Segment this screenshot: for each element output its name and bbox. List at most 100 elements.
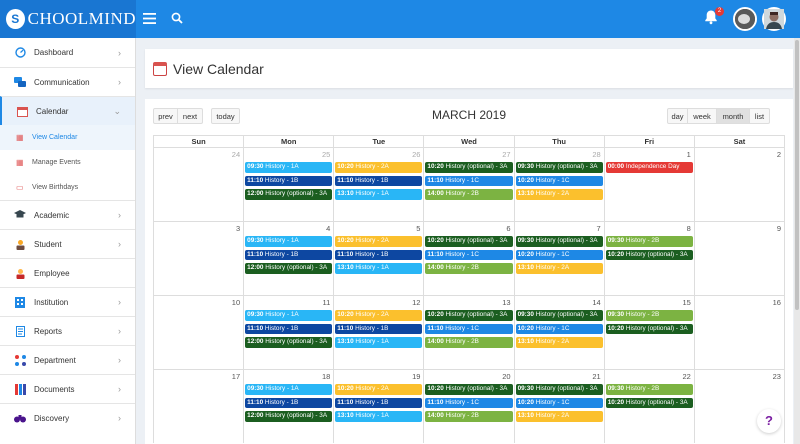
calendar-day-cell[interactable]: 23	[695, 370, 784, 443]
calendar-event[interactable]: 10:20 History - 1C	[515, 175, 603, 186]
calendar-day-cell[interactable]: 6 10:20 History (optional) - 3A 11:10 Hist…	[424, 222, 515, 295]
view-month-button[interactable]: month	[717, 108, 750, 124]
sidebar-item-reports[interactable]: Reports ›	[0, 316, 135, 345]
page-scrollbar[interactable]	[794, 38, 800, 444]
scrollbar-thumb[interactable]	[795, 40, 799, 310]
calendar-day-cell[interactable]: 16	[695, 296, 784, 369]
sidebar-item-documents[interactable]: Documents ›	[0, 374, 135, 403]
day-number[interactable]: 10	[231, 298, 241, 307]
calendar-event[interactable]: 10:20 History - 1C	[515, 397, 603, 408]
calendar-event[interactable]: 09:30 History (optional) - 3A	[515, 310, 603, 321]
calendar-event[interactable]: 10:20 History - 2A	[335, 384, 423, 395]
help-button[interactable]: ?	[757, 409, 781, 433]
day-number[interactable]: 23	[772, 372, 781, 381]
calendar-day-cell[interactable]: 1 00:00 Independence Day	[605, 148, 695, 221]
calendar-event[interactable]: 09:30 History - 1A	[245, 236, 333, 247]
day-number[interactable]: 7	[596, 224, 601, 233]
calendar-day-cell[interactable]: 27 10:20 History (optional) - 3A 11:10 His…	[424, 148, 515, 221]
day-number[interactable]: 4	[326, 224, 331, 233]
calendar-event[interactable]: 09:30 History - 2B	[605, 236, 693, 247]
calendar-event[interactable]: 09:30 History (optional) - 3A	[515, 162, 603, 173]
calendar-day-cell[interactable]: 21 09:30 History (optional) - 3A 10:20 His…	[515, 370, 605, 443]
calendar-day-cell[interactable]: 11 09:30 History - 1A 11:10 History - 1B 12…	[244, 296, 335, 369]
day-number[interactable]: 8	[686, 224, 691, 233]
calendar-event[interactable]: 14:00 History - 2B	[425, 411, 513, 422]
today-button[interactable]: today	[211, 108, 240, 124]
calendar-event[interactable]: 09:30 History (optional) - 3A	[515, 236, 603, 247]
calendar-event[interactable]: 14:00 History - 2B	[425, 189, 513, 200]
sidebar-item-employee[interactable]: Employee	[0, 258, 135, 287]
day-number[interactable]: 9	[776, 224, 781, 233]
calendar-day-cell[interactable]: 4 09:30 History - 1A 11:10 History - 1B 12:…	[244, 222, 335, 295]
calendar-event[interactable]: 11:10 History - 1C	[425, 175, 513, 186]
calendar-event[interactable]: 13:10 History - 1A	[335, 263, 423, 274]
calendar-event[interactable]: 10:20 History (optional) - 3A	[425, 236, 513, 247]
calendar-event[interactable]: 09:30 History - 1A	[245, 384, 333, 395]
day-number[interactable]: 14	[592, 298, 601, 307]
calendar-event[interactable]: 13:10 History - 1A	[335, 189, 423, 200]
day-number[interactable]: 27	[502, 150, 511, 159]
day-number[interactable]: 15	[682, 298, 691, 307]
day-number[interactable]: 28	[592, 150, 601, 159]
day-number[interactable]: 17	[231, 372, 241, 381]
sidebar-subitem-view-birthdays[interactable]: ▭ View Birthdays	[0, 175, 135, 200]
day-number[interactable]: 21	[592, 372, 601, 381]
secondary-avatar[interactable]	[733, 7, 757, 31]
calendar-event[interactable]: 14:00 History - 2B	[425, 337, 513, 348]
day-number[interactable]: 6	[506, 224, 511, 233]
calendar-event[interactable]: 11:10 History - 1B	[245, 323, 333, 334]
calendar-event[interactable]: 11:10 History - 1B	[335, 249, 423, 260]
calendar-day-cell[interactable]: 5 10:20 History - 2A 11:10 History - 1B 13:…	[334, 222, 425, 295]
app-logo[interactable]: S CHOOLMIND	[0, 0, 136, 38]
day-number[interactable]: 18	[321, 372, 331, 381]
calendar-day-cell[interactable]: 8 09:30 History - 2B 10:20 History (option…	[605, 222, 695, 295]
calendar-day-cell[interactable]: 25 09:30 History - 1A 11:10 History - 1B 12…	[244, 148, 335, 221]
day-number[interactable]: 5	[416, 224, 421, 233]
sidebar-item-department[interactable]: Department ›	[0, 345, 135, 374]
sidebar-item-calendar[interactable]: Calendar ⌄	[0, 96, 135, 125]
calendar-event[interactable]: 12:00 History (optional) - 3A	[245, 411, 333, 422]
calendar-day-cell[interactable]: 7 09:30 History (optional) - 3A 10:20 Hist…	[515, 222, 605, 295]
day-number[interactable]: 25	[321, 150, 331, 159]
day-number[interactable]: 13	[502, 298, 511, 307]
calendar-event[interactable]: 13:10 History - 2A	[515, 263, 603, 274]
calendar-event[interactable]: 12:00 History (optional) - 3A	[245, 263, 333, 274]
day-number[interactable]: 16	[772, 298, 781, 307]
calendar-day-cell[interactable]: 12 10:20 History - 2A 11:10 History - 1B 13…	[334, 296, 425, 369]
calendar-event[interactable]: 10:20 History - 2A	[335, 236, 423, 247]
day-number[interactable]: 19	[412, 372, 421, 381]
calendar-day-cell[interactable]: 19 10:20 History - 2A 11:10 History - 1B 13…	[334, 370, 425, 443]
calendar-day-cell[interactable]: 14 09:30 History (optional) - 3A 10:20 His…	[515, 296, 605, 369]
day-number[interactable]: 12	[412, 298, 421, 307]
calendar-day-cell[interactable]: 22 09:30 History - 2B 10:20 History (optio…	[605, 370, 695, 443]
calendar-event[interactable]: 13:10 History - 1A	[335, 337, 423, 348]
search-icon[interactable]	[171, 11, 183, 27]
calendar-day-cell[interactable]: 24	[154, 148, 245, 221]
calendar-event[interactable]: 13:10 History - 1A	[335, 411, 423, 422]
calendar-day-cell[interactable]: 18 09:30 History - 1A 11:10 History - 1B 12…	[244, 370, 335, 443]
sidebar-item-academic[interactable]: Academic ›	[0, 200, 135, 229]
calendar-day-cell[interactable]: 2	[695, 148, 784, 221]
user-avatar[interactable]	[762, 7, 786, 31]
calendar-event[interactable]: 09:30 History - 1A	[245, 162, 333, 173]
sidebar-item-student[interactable]: Student ›	[0, 229, 135, 258]
calendar-event[interactable]: 10:20 History (optional) - 3A	[425, 310, 513, 321]
notifications-bell-icon[interactable]: 2	[703, 7, 724, 29]
day-number[interactable]: 1	[686, 150, 691, 159]
calendar-day-cell[interactable]: 15 09:30 History - 2B 10:20 History (optio…	[605, 296, 695, 369]
calendar-event[interactable]: 09:30 History - 2B	[605, 310, 693, 321]
calendar-day-cell[interactable]: 3	[154, 222, 245, 295]
sidebar-item-communication[interactable]: Communication ›	[0, 67, 135, 96]
day-number[interactable]: 24	[231, 150, 241, 159]
day-number[interactable]: 11	[322, 298, 331, 307]
view-week-button[interactable]: week	[688, 108, 717, 124]
sidebar-subitem-manage-events[interactable]: ▦ Manage Events	[0, 150, 135, 175]
calendar-event[interactable]: 10:20 History (optional) - 3A	[605, 323, 693, 334]
calendar-event[interactable]: 10:20 History (optional) - 3A	[425, 162, 513, 173]
calendar-event[interactable]: 10:20 History (optional) - 3A	[425, 384, 513, 395]
calendar-event[interactable]: 13:10 History - 2A	[515, 337, 603, 348]
calendar-event[interactable]: 13:10 History - 2A	[515, 189, 603, 200]
calendar-event[interactable]: 09:30 History - 1A	[245, 310, 333, 321]
view-list-button[interactable]: list	[750, 108, 770, 124]
calendar-event[interactable]: 11:10 History - 1B	[245, 397, 333, 408]
